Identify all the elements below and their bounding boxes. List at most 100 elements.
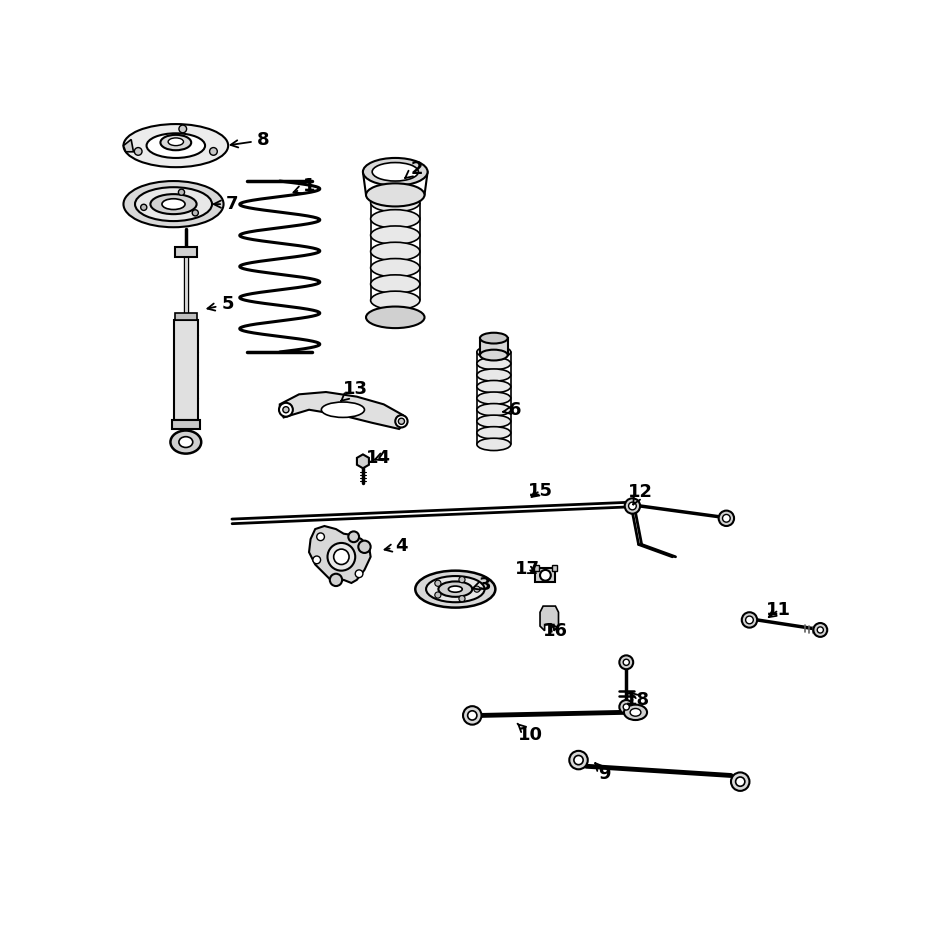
Circle shape — [474, 586, 480, 592]
Bar — [172, 420, 200, 429]
Ellipse shape — [135, 187, 212, 221]
Text: 8: 8 — [231, 131, 269, 149]
Circle shape — [348, 531, 359, 542]
Text: 4: 4 — [384, 537, 407, 555]
Text: 12: 12 — [628, 483, 653, 504]
Circle shape — [540, 570, 551, 581]
Circle shape — [459, 596, 465, 601]
Ellipse shape — [415, 571, 495, 608]
Ellipse shape — [123, 181, 223, 228]
Circle shape — [358, 541, 370, 553]
Circle shape — [569, 750, 588, 769]
Ellipse shape — [624, 704, 647, 720]
Circle shape — [629, 502, 636, 510]
Circle shape — [209, 147, 218, 155]
Text: 17: 17 — [515, 560, 540, 578]
Ellipse shape — [477, 415, 511, 428]
Ellipse shape — [426, 576, 484, 602]
Bar — [535, 568, 556, 582]
Circle shape — [813, 623, 827, 637]
Polygon shape — [540, 606, 558, 631]
Ellipse shape — [170, 430, 201, 454]
Ellipse shape — [448, 586, 462, 592]
Text: 14: 14 — [366, 449, 391, 467]
Text: 11: 11 — [766, 601, 791, 619]
Circle shape — [623, 704, 630, 710]
Circle shape — [333, 549, 349, 565]
Text: 16: 16 — [543, 622, 568, 640]
Text: 2: 2 — [405, 160, 423, 178]
Circle shape — [459, 577, 465, 582]
Circle shape — [328, 543, 356, 571]
Circle shape — [742, 613, 757, 628]
Circle shape — [619, 655, 633, 669]
Ellipse shape — [162, 199, 185, 210]
Ellipse shape — [477, 438, 511, 450]
Ellipse shape — [477, 380, 511, 393]
Circle shape — [395, 415, 407, 428]
Ellipse shape — [366, 183, 424, 207]
Ellipse shape — [477, 346, 511, 358]
Bar — [534, 565, 539, 571]
Circle shape — [435, 592, 441, 598]
Circle shape — [818, 627, 823, 633]
Ellipse shape — [370, 275, 419, 294]
Circle shape — [623, 659, 630, 666]
Ellipse shape — [480, 332, 507, 344]
Text: 10: 10 — [518, 724, 543, 745]
Circle shape — [356, 570, 363, 578]
Ellipse shape — [477, 392, 511, 404]
Text: 15: 15 — [528, 481, 553, 499]
Ellipse shape — [370, 210, 419, 228]
Text: 6: 6 — [503, 401, 521, 419]
Circle shape — [193, 210, 198, 216]
Polygon shape — [123, 140, 133, 152]
Ellipse shape — [366, 307, 424, 329]
Circle shape — [141, 204, 147, 211]
Circle shape — [463, 706, 482, 725]
Bar — [552, 565, 557, 571]
Text: 13: 13 — [341, 379, 368, 401]
Bar — [175, 247, 196, 257]
Bar — [175, 313, 196, 320]
Ellipse shape — [370, 194, 419, 211]
Circle shape — [719, 511, 734, 526]
Bar — [480, 338, 507, 355]
Circle shape — [330, 574, 342, 586]
Ellipse shape — [370, 259, 419, 277]
Circle shape — [735, 777, 745, 786]
Ellipse shape — [477, 427, 511, 439]
Circle shape — [468, 711, 477, 720]
Ellipse shape — [370, 243, 419, 261]
Circle shape — [731, 772, 749, 791]
Circle shape — [625, 498, 640, 514]
Ellipse shape — [169, 138, 183, 145]
Circle shape — [745, 616, 754, 624]
Polygon shape — [309, 526, 370, 583]
Circle shape — [134, 147, 142, 155]
Ellipse shape — [630, 709, 641, 716]
Ellipse shape — [179, 437, 193, 447]
Ellipse shape — [477, 358, 511, 370]
Ellipse shape — [123, 124, 228, 167]
Ellipse shape — [438, 582, 472, 597]
Circle shape — [619, 700, 633, 714]
Circle shape — [282, 407, 289, 413]
Ellipse shape — [370, 291, 419, 310]
Circle shape — [179, 189, 184, 195]
Circle shape — [435, 581, 441, 586]
Text: 9: 9 — [595, 763, 611, 783]
Text: 1: 1 — [294, 177, 315, 195]
Ellipse shape — [370, 226, 419, 244]
Polygon shape — [357, 454, 369, 468]
Ellipse shape — [372, 162, 419, 181]
Text: 5: 5 — [207, 295, 233, 313]
Polygon shape — [280, 392, 407, 429]
Circle shape — [574, 755, 583, 765]
Ellipse shape — [150, 194, 196, 214]
Ellipse shape — [160, 135, 191, 150]
Circle shape — [279, 403, 293, 416]
Ellipse shape — [480, 349, 507, 361]
Bar — [173, 320, 198, 420]
Circle shape — [317, 533, 324, 541]
